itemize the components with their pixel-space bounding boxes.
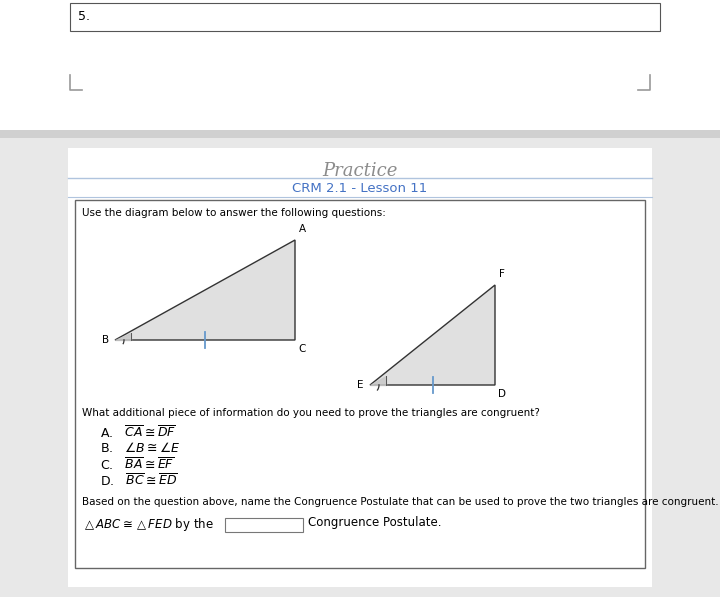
Polygon shape xyxy=(115,333,131,340)
Text: $\triangle ABC \cong \triangle FED$ by the: $\triangle ABC \cong \triangle FED$ by t… xyxy=(82,516,214,533)
Bar xyxy=(68,148,652,587)
Text: Practice: Practice xyxy=(323,162,397,180)
Bar xyxy=(0,130,720,138)
Bar xyxy=(70,3,660,31)
Text: B.   $\angle B \cong \angle E$: B. $\angle B \cong \angle E$ xyxy=(100,441,181,455)
Text: C: C xyxy=(298,344,305,354)
Text: F: F xyxy=(499,269,505,279)
Text: Based on the question above, name the Congruence Postulate that can be used to p: Based on the question above, name the Co… xyxy=(82,497,719,507)
Text: C.   $\overline{BA} \cong \overline{EF}$: C. $\overline{BA} \cong \overline{EF}$ xyxy=(100,457,174,473)
Text: D.   $\overline{BC} \cong \overline{ED}$: D. $\overline{BC} \cong \overline{ED}$ xyxy=(100,473,178,489)
Text: A: A xyxy=(299,224,306,234)
Text: E: E xyxy=(358,380,364,390)
Text: 5.: 5. xyxy=(78,11,90,23)
Polygon shape xyxy=(115,240,295,340)
Bar xyxy=(0,138,720,597)
Text: D: D xyxy=(498,389,506,399)
Text: A.   $\overline{CA} \cong \overline{DF}$: A. $\overline{CA} \cong \overline{DF}$ xyxy=(100,425,176,441)
Bar xyxy=(0,0,720,130)
Text: CRM 2.1 - Lesson 11: CRM 2.1 - Lesson 11 xyxy=(292,182,428,195)
Bar xyxy=(225,518,303,532)
Polygon shape xyxy=(370,285,495,385)
Bar xyxy=(75,200,645,568)
Text: Congruence Postulate.: Congruence Postulate. xyxy=(308,516,441,529)
Text: Use the diagram below to answer the following questions:: Use the diagram below to answer the foll… xyxy=(82,208,386,218)
Text: B: B xyxy=(102,335,109,345)
Text: What additional piece of information do you need to prove the triangles are cong: What additional piece of information do … xyxy=(82,408,540,418)
Polygon shape xyxy=(370,376,386,385)
